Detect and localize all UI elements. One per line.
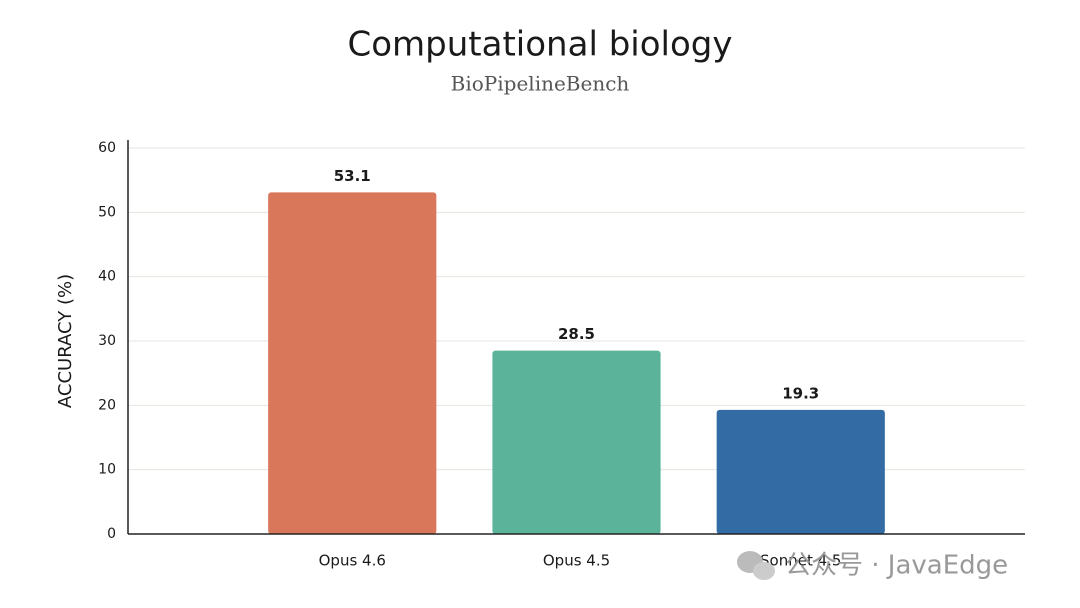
- y-tick-label: 0: [107, 526, 116, 542]
- y-tick-label: 60: [98, 140, 116, 156]
- watermark: 公众号 · JavaEdge: [785, 551, 1008, 581]
- bar: [268, 192, 437, 534]
- value-label: 28.5: [558, 325, 595, 343]
- y-tick-label: 50: [98, 204, 116, 220]
- x-tick-label: Sonnet 4.5: [760, 552, 841, 570]
- watermark-icon: [737, 551, 775, 580]
- value-label: 19.3: [782, 384, 819, 402]
- y-tick-label: 10: [98, 462, 116, 478]
- bar: [492, 350, 661, 534]
- x-tick-label: Opus 4.5: [543, 552, 610, 570]
- chart-title: Computational biology: [348, 25, 733, 65]
- y-tick-label: 20: [98, 397, 116, 413]
- chart-subtitle: BioPipelineBench: [451, 72, 630, 96]
- x-tick-label: Opus 4.6: [319, 552, 386, 570]
- y-tick-label: 30: [98, 333, 116, 349]
- y-axis-label: ACCURACY (%): [55, 274, 76, 408]
- bar: [716, 409, 885, 534]
- y-tick-label: 40: [98, 269, 116, 285]
- value-label: 53.1: [334, 167, 371, 185]
